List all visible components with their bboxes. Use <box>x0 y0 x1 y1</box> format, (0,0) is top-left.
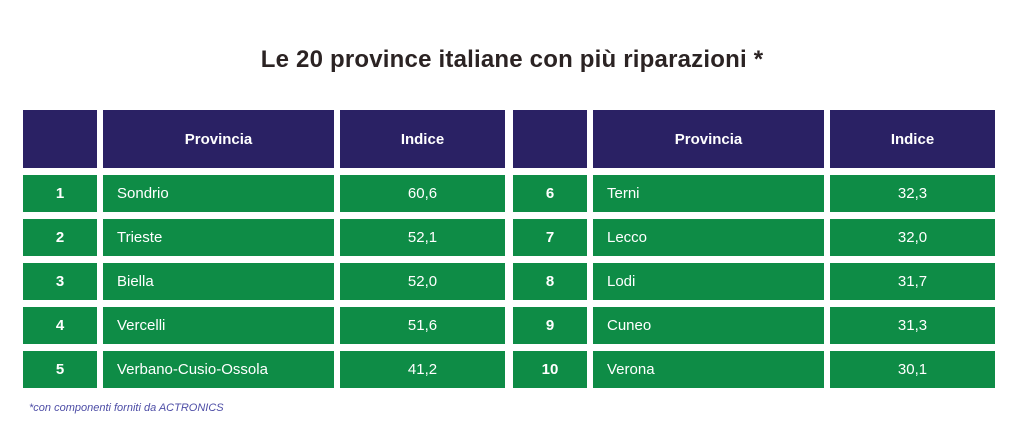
indice-cell: 60,6 <box>340 175 505 212</box>
indice-cell: 32,3 <box>830 175 995 212</box>
header-indice: Indice <box>830 110 995 168</box>
rank-cell: 6 <box>513 175 587 212</box>
rank-cell: 10 <box>513 351 587 388</box>
provincia-cell: Biella <box>103 263 334 300</box>
header-rank-cell <box>513 110 587 168</box>
rank-cell: 8 <box>513 263 587 300</box>
provincia-cell: Cuneo <box>593 307 824 344</box>
rank-table-right: Provincia Indice 6 Terni 32,3 7 Lecco 32… <box>513 110 995 388</box>
tables-container: Provincia Indice 1 Sondrio 60,6 2 Triest… <box>0 110 1024 388</box>
rank-cell: 2 <box>23 219 97 256</box>
rank-cell: 3 <box>23 263 97 300</box>
provincia-cell: Lecco <box>593 219 824 256</box>
rank-cell: 9 <box>513 307 587 344</box>
rank-cell: 7 <box>513 219 587 256</box>
provincia-cell: Vercelli <box>103 307 334 344</box>
indice-cell: 52,0 <box>340 263 505 300</box>
rank-cell: 1 <box>23 175 97 212</box>
provincia-cell: Lodi <box>593 263 824 300</box>
indice-cell: 41,2 <box>340 351 505 388</box>
header-rank-cell <box>23 110 97 168</box>
indice-cell: 51,6 <box>340 307 505 344</box>
provincia-cell: Terni <box>593 175 824 212</box>
header-provincia: Provincia <box>593 110 824 168</box>
rank-cell: 5 <box>23 351 97 388</box>
indice-cell: 31,3 <box>830 307 995 344</box>
header-provincia: Provincia <box>103 110 334 168</box>
provincia-cell: Trieste <box>103 219 334 256</box>
footnote: *con componenti forniti da ACTRONICS <box>29 402 224 414</box>
rank-table-left: Provincia Indice 1 Sondrio 60,6 2 Triest… <box>23 110 505 388</box>
provincia-cell: Verbano-Cusio-Ossola <box>103 351 334 388</box>
page-title: Le 20 province italiane con più riparazi… <box>260 46 764 73</box>
provincia-cell: Verona <box>593 351 824 388</box>
provincia-cell: Sondrio <box>103 175 334 212</box>
indice-cell: 52,1 <box>340 219 505 256</box>
indice-cell: 32,0 <box>830 219 995 256</box>
rank-cell: 4 <box>23 307 97 344</box>
header-indice: Indice <box>340 110 505 168</box>
indice-cell: 30,1 <box>830 351 995 388</box>
indice-cell: 31,7 <box>830 263 995 300</box>
